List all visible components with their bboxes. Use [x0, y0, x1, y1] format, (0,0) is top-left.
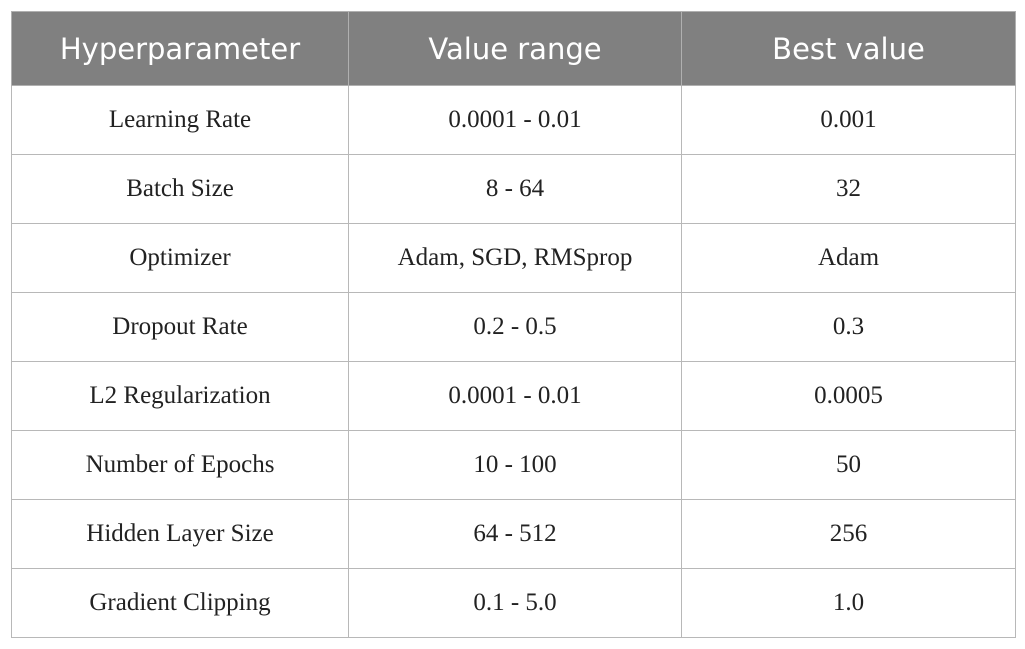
- table-cell: 8 - 64: [348, 154, 682, 224]
- table-row: L2 Regularization 0.0001 - 0.01 0.0005: [11, 361, 1016, 431]
- table-row: Learning Rate 0.0001 - 0.01 0.001: [11, 85, 1016, 155]
- table-cell: Adam, SGD, RMSprop: [348, 223, 682, 293]
- header-cell: Best value: [681, 11, 1016, 86]
- table-cell: Gradient Clipping: [11, 568, 349, 638]
- table-row: Number of Epochs 10 - 100 50: [11, 430, 1016, 500]
- table-cell: 32: [681, 154, 1016, 224]
- table-cell: 0.1 - 5.0: [348, 568, 682, 638]
- table-row: Optimizer Adam, SGD, RMSprop Adam: [11, 223, 1016, 293]
- table-cell: Number of Epochs: [11, 430, 349, 500]
- table-cell: 0.001: [681, 85, 1016, 155]
- table-cell: Adam: [681, 223, 1016, 293]
- table-cell: 50: [681, 430, 1016, 500]
- table-cell: Batch Size: [11, 154, 349, 224]
- table-header: Hyperparameter Value range Best value: [11, 11, 1016, 86]
- table-cell: Dropout Rate: [11, 292, 349, 362]
- table-cell: 256: [681, 499, 1016, 569]
- table-row: Hidden Layer Size 64 - 512 256: [11, 499, 1016, 569]
- table-body: Learning Rate 0.0001 - 0.01 0.001 Batch Siz…: [11, 85, 1016, 638]
- header-cell: Value range: [348, 11, 682, 86]
- table-cell: Optimizer: [11, 223, 349, 293]
- table-cell: 0.3: [681, 292, 1016, 362]
- table-cell: 0.2 - 0.5: [348, 292, 682, 362]
- table-cell: 10 - 100: [348, 430, 682, 500]
- table-row: Batch Size 8 - 64 32: [11, 154, 1016, 224]
- table-cell: 0.0001 - 0.01: [348, 361, 682, 431]
- table-row: Dropout Rate 0.2 - 0.5 0.3: [11, 292, 1016, 362]
- table-cell: L2 Regularization: [11, 361, 349, 431]
- header-row: Hyperparameter Value range Best value: [11, 11, 1016, 86]
- table-cell: 1.0: [681, 568, 1016, 638]
- table-cell: Hidden Layer Size: [11, 499, 349, 569]
- table-cell: Learning Rate: [11, 85, 349, 155]
- table-cell: 0.0001 - 0.01: [348, 85, 682, 155]
- header-cell: Hyperparameter: [11, 11, 349, 86]
- table-cell: 64 - 512: [348, 499, 682, 569]
- table-row: Gradient Clipping 0.1 - 5.0 1.0: [11, 568, 1016, 638]
- table-cell: 0.0005: [681, 361, 1016, 431]
- hyperparameter-table: Hyperparameter Value range Best value Lear…: [11, 11, 1016, 638]
